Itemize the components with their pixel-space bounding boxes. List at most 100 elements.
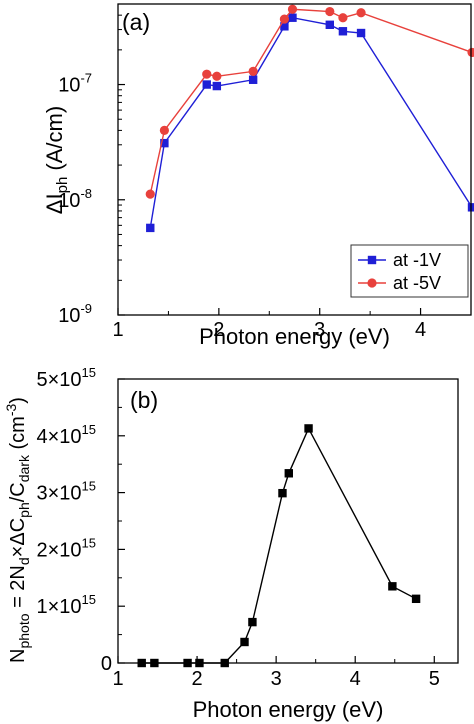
axis-title-part: ×ΔC xyxy=(7,518,29,557)
tick-exponent: 15 xyxy=(82,422,96,437)
tick-base: 10 xyxy=(58,305,80,327)
data-point xyxy=(212,81,222,91)
panel-a-x-axis-title: Photon energy (eV) xyxy=(199,324,390,349)
data-point xyxy=(325,6,335,17)
data-point xyxy=(278,488,287,498)
legend-box xyxy=(350,244,469,298)
panel-a-plot-frame xyxy=(117,3,472,316)
data-point xyxy=(356,8,366,18)
data-point xyxy=(388,582,397,591)
panel-b-x-tick-label: 2 xyxy=(192,668,203,690)
data-point xyxy=(287,4,298,14)
axis-title-part: d xyxy=(16,557,32,565)
legend-marker xyxy=(367,255,377,265)
panel-a-y-tick-label: 10-7 xyxy=(58,71,92,97)
data-point xyxy=(146,223,155,233)
axis-title-part: -3 xyxy=(3,403,19,416)
legend-entry: at -1V xyxy=(393,250,441,270)
axis-title-part: dark xyxy=(16,454,32,482)
panel-b-data xyxy=(137,424,421,668)
data-point xyxy=(280,22,289,31)
data-point xyxy=(160,138,169,148)
panel-b-y-tick-label: 1×1015 xyxy=(36,592,96,618)
panel-b-x-tick-label: 1 xyxy=(112,668,123,690)
data-point xyxy=(338,13,348,23)
data-point xyxy=(202,80,211,89)
data-point xyxy=(288,13,297,22)
data-point xyxy=(248,617,257,627)
data-point xyxy=(248,75,258,84)
data-point xyxy=(159,125,169,135)
tick-exponent: 15 xyxy=(82,592,96,607)
data-point xyxy=(202,69,212,79)
panel-a-ticks: 1 2 3 410-910-810-7 xyxy=(58,14,426,341)
series-line-1 xyxy=(149,16,473,229)
tick-exponent: 15 xyxy=(82,535,96,550)
panel-b-x-axis-title: Photon energy (eV) xyxy=(193,697,384,722)
tick-base: 3×10 xyxy=(36,483,81,505)
panel-b-x-tick-label: 3 xyxy=(271,668,282,690)
data-point xyxy=(240,637,249,647)
data-point xyxy=(338,27,348,36)
panel-b-plot-frame xyxy=(117,378,459,664)
panel-a-x-tick-label: 1 xyxy=(112,319,123,341)
axis-title-part: N xyxy=(7,649,29,663)
axis-title-part: = 2N xyxy=(7,565,29,613)
data-point xyxy=(248,66,258,77)
axis-title-part: /C xyxy=(7,482,29,502)
series-line-b xyxy=(141,426,417,664)
panel-a-y-axis-title: ΔIph (A/cm) xyxy=(42,106,71,214)
data-point xyxy=(325,20,334,29)
panel-b-x-tick-label: 4 xyxy=(350,668,361,690)
data-point xyxy=(284,469,293,478)
axis-title-part: photo xyxy=(16,613,32,648)
tick-base: 10 xyxy=(58,190,80,212)
series-line-2 xyxy=(149,8,473,195)
axis-title-base: ΔI xyxy=(42,193,67,214)
tick-base: 1×10 xyxy=(36,596,81,618)
tick-base: 0 xyxy=(101,653,112,675)
axis-title-unit: (A/cm) xyxy=(42,106,67,177)
data-point xyxy=(411,594,421,604)
tick-exponent: -7 xyxy=(80,71,92,86)
data-point xyxy=(304,424,313,433)
panel-b-y-tick-label: 0 xyxy=(101,653,112,675)
tick-base: 5×10 xyxy=(36,369,81,391)
data-point xyxy=(279,14,290,24)
panel-a-y-tick-label: 10-9 xyxy=(58,301,92,327)
tick-exponent: -9 xyxy=(80,301,92,316)
legend: at -1V at -5V xyxy=(350,244,469,298)
panel-b-x-tick-label: 5 xyxy=(429,668,440,690)
panel-b-y-tick-label: 2×1015 xyxy=(36,535,96,561)
panel-a-label: (a) xyxy=(122,9,150,35)
legend-marker xyxy=(367,278,377,288)
panel-a-y-tick-label: 10-8 xyxy=(58,186,92,212)
tick-base: 10 xyxy=(58,75,80,97)
panel-a-x-tick-label: 3 xyxy=(314,319,325,341)
panel-b-y-tick-label: 4×1015 xyxy=(36,422,96,448)
panel-b-y-tick-label: 3×1015 xyxy=(36,479,96,505)
panel-a-x-tick-label: 4 xyxy=(415,319,426,341)
axis-title-part: ) xyxy=(7,397,29,404)
tick-base: 4×10 xyxy=(36,426,81,448)
axis-title-subscript: ph xyxy=(54,177,71,194)
tick-exponent: 15 xyxy=(82,365,96,380)
tick-base: 2×10 xyxy=(36,539,81,561)
data-point xyxy=(145,189,155,199)
data-point xyxy=(212,71,222,81)
panel-b-y-axis-title: Nphoto = 2Nd×ΔCph/Cdark (cm-3) xyxy=(3,397,32,663)
axis-title-part: ph xyxy=(16,502,32,518)
panel-a-x-tick-label: 2 xyxy=(213,319,224,341)
tick-exponent: -8 xyxy=(80,186,92,201)
axis-title-part: (cm xyxy=(7,416,29,455)
panel-a-data xyxy=(145,4,474,233)
panel-b-y-tick-label: 5×1015 xyxy=(36,365,96,391)
data-point xyxy=(356,28,366,38)
tick-exponent: 15 xyxy=(82,479,96,494)
panel-b-label: (b) xyxy=(130,387,158,413)
legend-entry: at -5V xyxy=(393,273,441,293)
